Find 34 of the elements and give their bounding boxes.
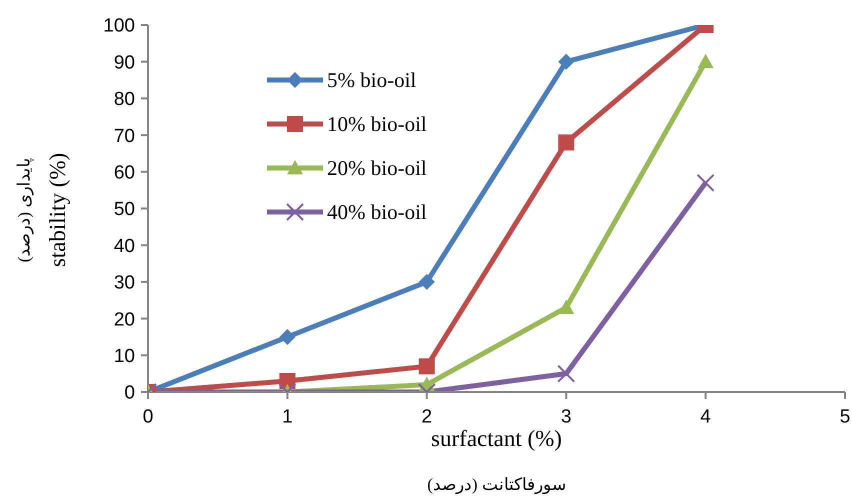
y-tick-label: 30	[114, 272, 135, 294]
point	[279, 328, 296, 345]
text: پایداری (درصد)	[14, 158, 34, 262]
y-tick-label: 90	[114, 52, 135, 74]
legend-label: 10% bio-oil	[327, 112, 427, 136]
y-tick-label: 80	[114, 89, 135, 110]
legend-label: 40% bio-oil	[327, 200, 427, 224]
y-tick-label: 40	[114, 236, 135, 257]
point	[558, 134, 574, 150]
y-tick-label: 10	[114, 346, 135, 368]
point	[558, 54, 574, 70]
x-tick-label: 2	[422, 406, 432, 428]
legend-label: 20% bio-oil	[327, 156, 427, 180]
y-tick-label: 70	[114, 126, 135, 147]
y-tick-label: 0	[124, 382, 135, 404]
x-tick-label: 3	[560, 406, 572, 428]
x-tick-label: 4	[700, 406, 712, 428]
point	[418, 358, 435, 374]
y-tick-label: 20	[114, 309, 135, 330]
legend-label: 5% bio-oil	[327, 68, 416, 92]
y-tick-label: 60	[114, 162, 135, 184]
x-axis-title: surfactant (%)	[431, 426, 562, 451]
point	[696, 174, 715, 192]
point	[558, 300, 574, 314]
x-tick-label: 1	[282, 406, 293, 428]
point	[557, 364, 576, 383]
text: سورفاکتانت (درصد)	[426, 474, 567, 495]
x-tick-label: 5	[840, 406, 850, 428]
x-tick-label: 0	[142, 406, 154, 428]
y-axis-title: stability (%)	[45, 152, 71, 268]
y-tick-label: 50	[114, 199, 135, 220]
point	[698, 54, 714, 68]
y-tick-label: 100	[103, 16, 135, 37]
point	[418, 274, 435, 290]
